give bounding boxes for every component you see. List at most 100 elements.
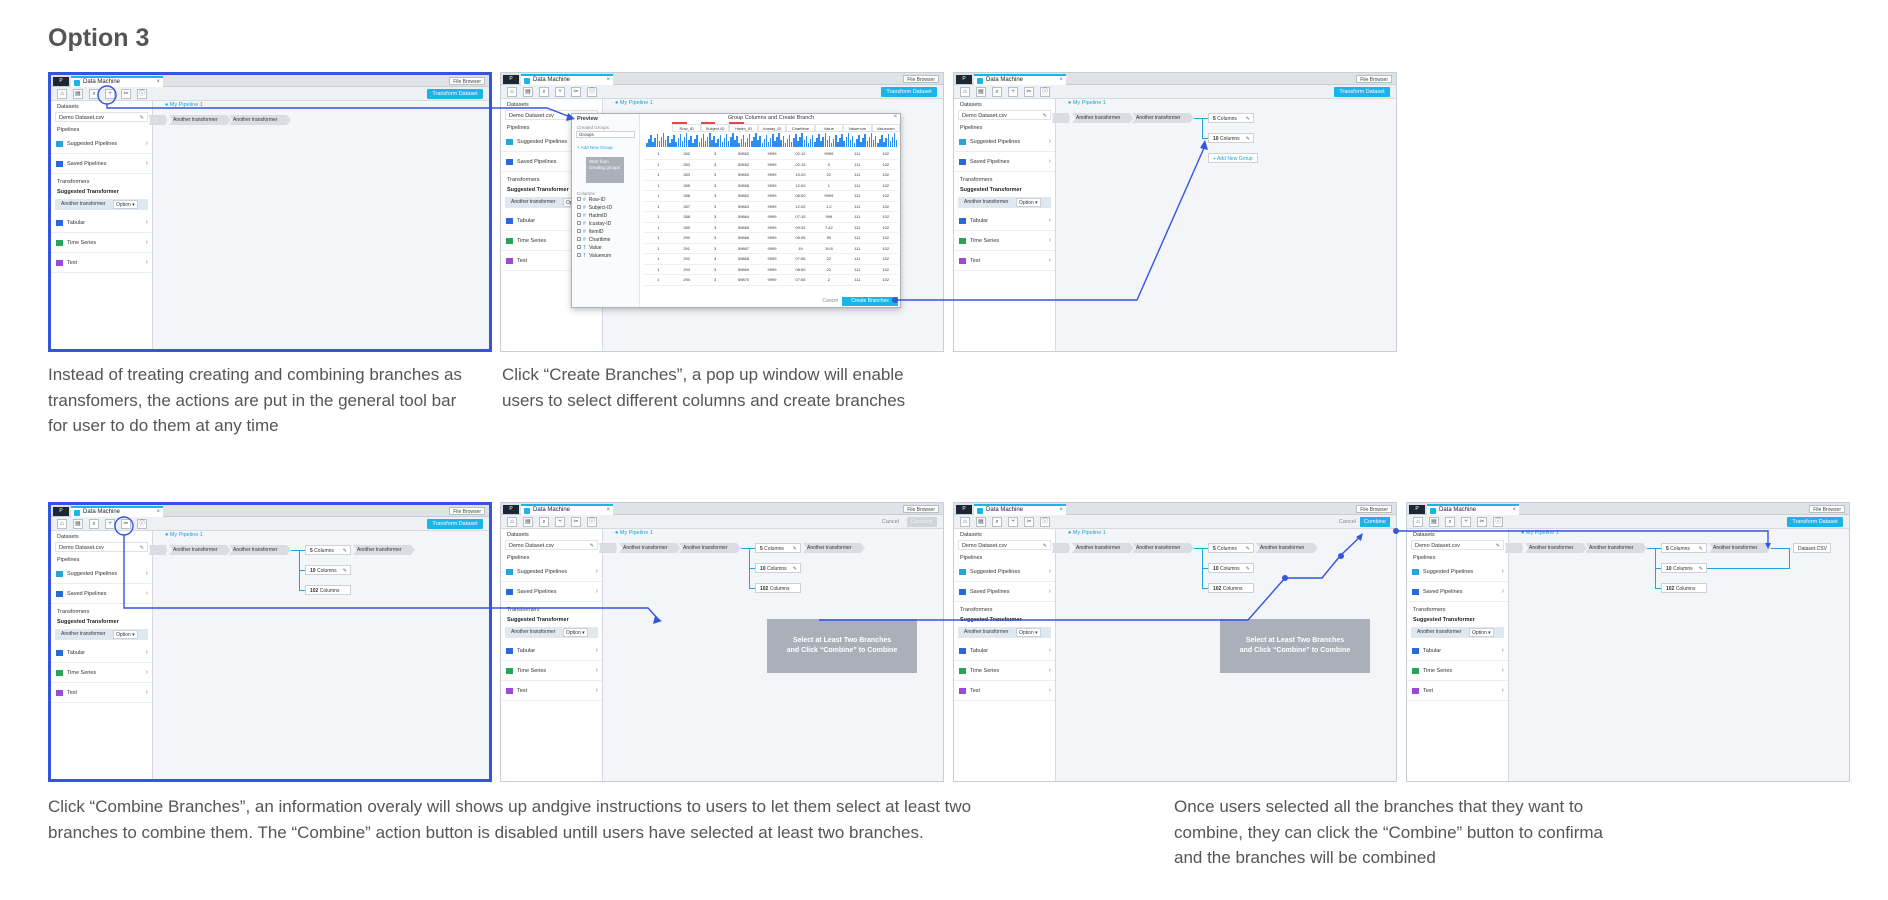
layers-icon[interactable]: ▤ xyxy=(73,519,83,529)
option-dropdown[interactable]: Option ▾ xyxy=(1016,628,1041,637)
checkbox[interactable] xyxy=(577,253,581,257)
sidebar-item-suggested-pipelines[interactable]: Suggested Pipelines › xyxy=(954,132,1055,152)
column-group-node[interactable]: 5 Columns ✎ xyxy=(1208,113,1254,123)
sidebar-item-text[interactable]: Text › xyxy=(51,253,152,273)
dataset-field[interactable]: Demo Dataset.csv ✎ xyxy=(1411,540,1504,550)
table-row[interactable]: 1 291 3 59867 9999 19 19.8 111 102 xyxy=(644,244,898,254)
pencil-icon[interactable]: ✎ xyxy=(1245,116,1250,122)
layers-icon[interactable]: ▤ xyxy=(1429,517,1439,527)
combine-icon[interactable]: ✂ xyxy=(1477,517,1487,527)
transformer-node[interactable]: Another transformer xyxy=(1072,543,1134,553)
column-checkbox-row[interactable]: # Row-ID xyxy=(572,196,639,204)
column-group-node[interactable]: 10 Columns ✎ xyxy=(1208,563,1254,573)
close-icon[interactable]: × xyxy=(1059,507,1063,513)
column-group-node[interactable]: 10 Columns ✎ xyxy=(305,565,351,575)
transformer-chip[interactable]: Another transformer Option ▾ xyxy=(958,197,1051,208)
transform-dataset-button[interactable]: Transform Dataset xyxy=(427,89,483,99)
column-group-node[interactable]: 5 Columns ✎ xyxy=(1661,543,1707,553)
column-header[interactable]: Charttime xyxy=(786,124,815,132)
close-icon[interactable]: × xyxy=(893,114,897,120)
dataset-output-node[interactable]: Dataset.CSV xyxy=(1793,543,1831,553)
table-row[interactable]: 1 294 3 59870 9999 07:55 2 111 102 xyxy=(644,275,898,286)
sidebar-item-saved-pipelines[interactable]: Saved Pipelines › xyxy=(954,582,1055,602)
transformer-chip[interactable]: Another transformer Option ▾ xyxy=(958,627,1051,638)
column-header[interactable]: Valuenum xyxy=(843,124,872,132)
cancel-button[interactable]: Cancel xyxy=(1338,519,1356,525)
zoom-icon[interactable]: ⌕ xyxy=(539,87,549,97)
close-icon[interactable]: × xyxy=(1512,507,1516,513)
branch-icon[interactable]: ⑂ xyxy=(105,519,115,529)
pipeline-label[interactable]: ● My Pipeline 1 xyxy=(615,530,653,536)
sidebar-item-suggested-pipelines[interactable]: Suggested Pipelines › xyxy=(1407,562,1508,582)
combine-icon[interactable]: ✂ xyxy=(1024,87,1034,97)
sidebar-item-suggested-pipelines[interactable]: Suggested Pipelines › xyxy=(51,564,152,584)
combine-icon[interactable]: ✂ xyxy=(571,87,581,97)
transformer-node[interactable]: Another transformer xyxy=(149,115,167,125)
column-group-node[interactable]: 5 Columns ✎ xyxy=(305,545,351,555)
pencil-icon[interactable]: ✎ xyxy=(1042,543,1047,549)
table-row[interactable]: 1 285 3 59858 9999 12:00 1 111 102 xyxy=(644,181,898,191)
transformer-node[interactable]: Another transformer xyxy=(1585,543,1647,553)
column-header[interactable]: Valueuom xyxy=(871,124,900,132)
pencil-icon[interactable]: ✎ xyxy=(1245,546,1250,552)
home-icon[interactable]: ⌂ xyxy=(57,519,67,529)
cancel-button[interactable]: Cancel xyxy=(822,298,838,304)
checkbox[interactable] xyxy=(577,237,581,241)
branch-icon[interactable]: ⑂ xyxy=(555,87,565,97)
column-group-node[interactable]: 102 Columns xyxy=(1208,583,1254,593)
option-dropdown[interactable]: Option ▾ xyxy=(113,200,138,209)
info-icon[interactable]: ⓘ xyxy=(1040,517,1050,527)
sidebar-item-time-series[interactable]: Time Series › xyxy=(1407,661,1508,681)
dataset-field[interactable]: Demo Dataset.csv ✎ xyxy=(55,542,148,552)
transform-dataset-button[interactable]: Transform Dataset xyxy=(1334,87,1390,97)
pipeline-label[interactable]: ● My Pipeline 1 xyxy=(165,532,203,538)
close-icon[interactable]: × xyxy=(156,79,160,85)
table-row[interactable]: 1 289 3 59865 9999 09:32 7.42 111 102 xyxy=(644,223,898,233)
sidebar-item-time-series[interactable]: Time Series › xyxy=(51,663,152,683)
add-group-link[interactable]: + Add New Group xyxy=(577,145,613,150)
close-icon[interactable]: × xyxy=(1059,77,1063,83)
zoom-icon[interactable]: ⌕ xyxy=(539,517,549,527)
sidebar-item-time-series[interactable]: Time Series › xyxy=(51,233,152,253)
app-tab[interactable]: Data Machine × xyxy=(521,74,613,85)
dataset-field[interactable]: Demo Dataset.csv ✎ xyxy=(958,540,1051,550)
column-checkbox-row[interactable]: # ItemID xyxy=(572,228,639,236)
add-group-button[interactable]: + Add New Group xyxy=(1208,153,1258,163)
column-header[interactable]: Subject-ID xyxy=(700,124,730,132)
transformer-chip[interactable]: Another transformer Option ▾ xyxy=(1411,627,1504,638)
column-header[interactable]: Row_ID xyxy=(672,124,701,132)
transform-dataset-button[interactable]: Transform Dataset xyxy=(881,87,937,97)
option-dropdown[interactable]: Option ▾ xyxy=(563,628,588,637)
file-browser-button[interactable]: File Browser xyxy=(449,77,485,85)
pipeline-label[interactable]: ● My Pipeline 1 xyxy=(615,100,653,106)
table-row[interactable]: 1 282 3 59852 9999 02:12 9999 111 102 xyxy=(644,149,898,160)
pencil-icon[interactable]: ✎ xyxy=(1698,566,1703,572)
transformer-node[interactable]: Another transformer xyxy=(229,115,291,125)
layers-icon[interactable]: ▤ xyxy=(73,89,83,99)
transformer-node[interactable]: Another transformer xyxy=(679,543,741,553)
table-row[interactable]: 1 286 3 59862 9999 06:00 9999 111 102 xyxy=(644,191,898,202)
pencil-icon[interactable]: ✎ xyxy=(139,115,144,121)
close-icon[interactable]: × xyxy=(606,507,610,513)
file-browser-button[interactable]: File Browser xyxy=(903,75,939,83)
info-icon[interactable]: ⓘ xyxy=(587,87,597,97)
app-tab[interactable]: Data Machine × xyxy=(71,76,163,87)
combine-icon[interactable]: ✂ xyxy=(1024,517,1034,527)
table-row[interactable]: 1 292 3 59868 9999 07:55 22 111 102 xyxy=(644,254,898,265)
pencil-icon[interactable]: ✎ xyxy=(342,548,347,554)
column-checkbox-row[interactable]: # HadmID xyxy=(572,212,639,220)
sidebar-item-text[interactable]: Text › xyxy=(51,683,152,703)
column-checkbox-row[interactable]: T Value xyxy=(572,244,639,252)
pipeline-label[interactable]: ● My Pipeline 1 xyxy=(1521,530,1559,536)
sidebar-item-tabular[interactable]: Tabular › xyxy=(954,641,1055,661)
pencil-icon[interactable]: ✎ xyxy=(792,546,797,552)
close-icon[interactable]: × xyxy=(156,509,160,515)
checkbox[interactable] xyxy=(577,221,581,225)
column-group-node[interactable]: 102 Columns xyxy=(305,585,351,595)
home-icon[interactable]: ⌂ xyxy=(960,517,970,527)
column-group-node[interactable]: 10 Columns ✎ xyxy=(755,563,801,573)
transformer-node[interactable]: Another transformer xyxy=(1052,543,1070,553)
transformer-node[interactable]: Another transformer xyxy=(803,543,865,553)
home-icon[interactable]: ⌂ xyxy=(1413,517,1423,527)
transformer-chip[interactable]: Another transformer Option ▾ xyxy=(55,629,148,640)
